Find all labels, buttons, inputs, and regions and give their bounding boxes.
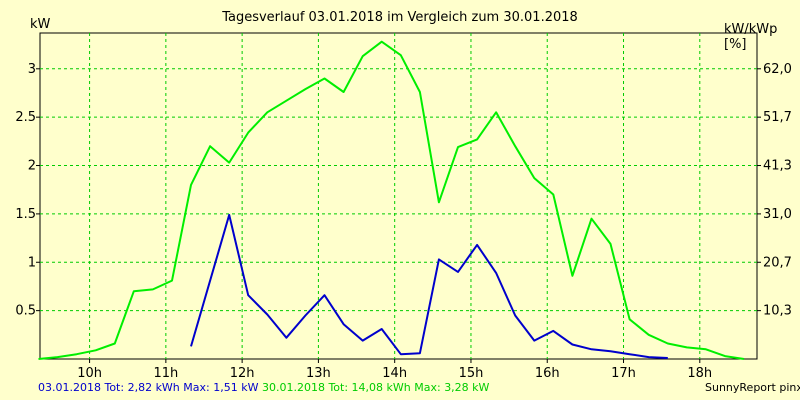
x-tick-label: 13h bbox=[306, 366, 331, 381]
x-tick-label: 15h bbox=[459, 366, 484, 381]
y2-tick-label: 31,0 bbox=[763, 207, 792, 222]
y2-tick-label: 62,0 bbox=[763, 62, 792, 77]
y2-tick-label: 10,3 bbox=[763, 304, 792, 319]
x-tick-label: 18h bbox=[687, 366, 712, 381]
chart-title: Tagesverlauf 03.01.2018 im Vergleich zum… bbox=[222, 10, 578, 25]
series-lines bbox=[38, 40, 745, 360]
x-tick-label: 10h bbox=[77, 366, 102, 381]
footer-stats: 03.01.2018 Tot: 2,82 kWh Max: 1,51 kW 30… bbox=[38, 381, 489, 394]
x-tick-label: 12h bbox=[230, 366, 255, 381]
y2-tick-label: 41,3 bbox=[763, 159, 792, 174]
y2-tick-label: 51,7 bbox=[763, 110, 792, 125]
y-tick-label: 0.5 bbox=[15, 304, 36, 319]
grid bbox=[40, 33, 757, 359]
y2-axis-label: kW/kWp [%] bbox=[724, 22, 778, 52]
x-tick-label: 17h bbox=[611, 366, 636, 381]
footer-credit: SunnyReport pinxit bbox=[705, 381, 800, 394]
footer-series1-stats: 03.01.2018 Tot: 2,82 kWh Max: 1,51 kW bbox=[38, 381, 259, 394]
plot-area bbox=[39, 32, 758, 360]
axis-ticks: 10h 11h 12h 13h 14h 15h 16h 17h 18h 0.5 10,3 1 20,7 1… bbox=[15, 62, 792, 381]
x-tick-label: 16h bbox=[535, 366, 560, 381]
series-line-30-01-2018 bbox=[38, 40, 745, 360]
y-axis-label: kW bbox=[30, 17, 51, 32]
y-tick-label: 2 bbox=[28, 159, 36, 174]
series-line-03-01-2018 bbox=[190, 213, 668, 359]
y-tick-label: 3 bbox=[28, 62, 36, 77]
footer-series2-stats: 30.01.2018 Tot: 14,08 kWh Max: 3,28 kW bbox=[261, 381, 490, 394]
x-tick-label: 11h bbox=[153, 366, 178, 381]
y2-tick-label: 20,7 bbox=[763, 255, 792, 270]
y-tick-label: 2.5 bbox=[15, 110, 36, 125]
y-tick-label: 1 bbox=[28, 255, 36, 270]
x-tick-label: 14h bbox=[382, 366, 407, 381]
y-tick-label: 1.5 bbox=[15, 207, 36, 222]
